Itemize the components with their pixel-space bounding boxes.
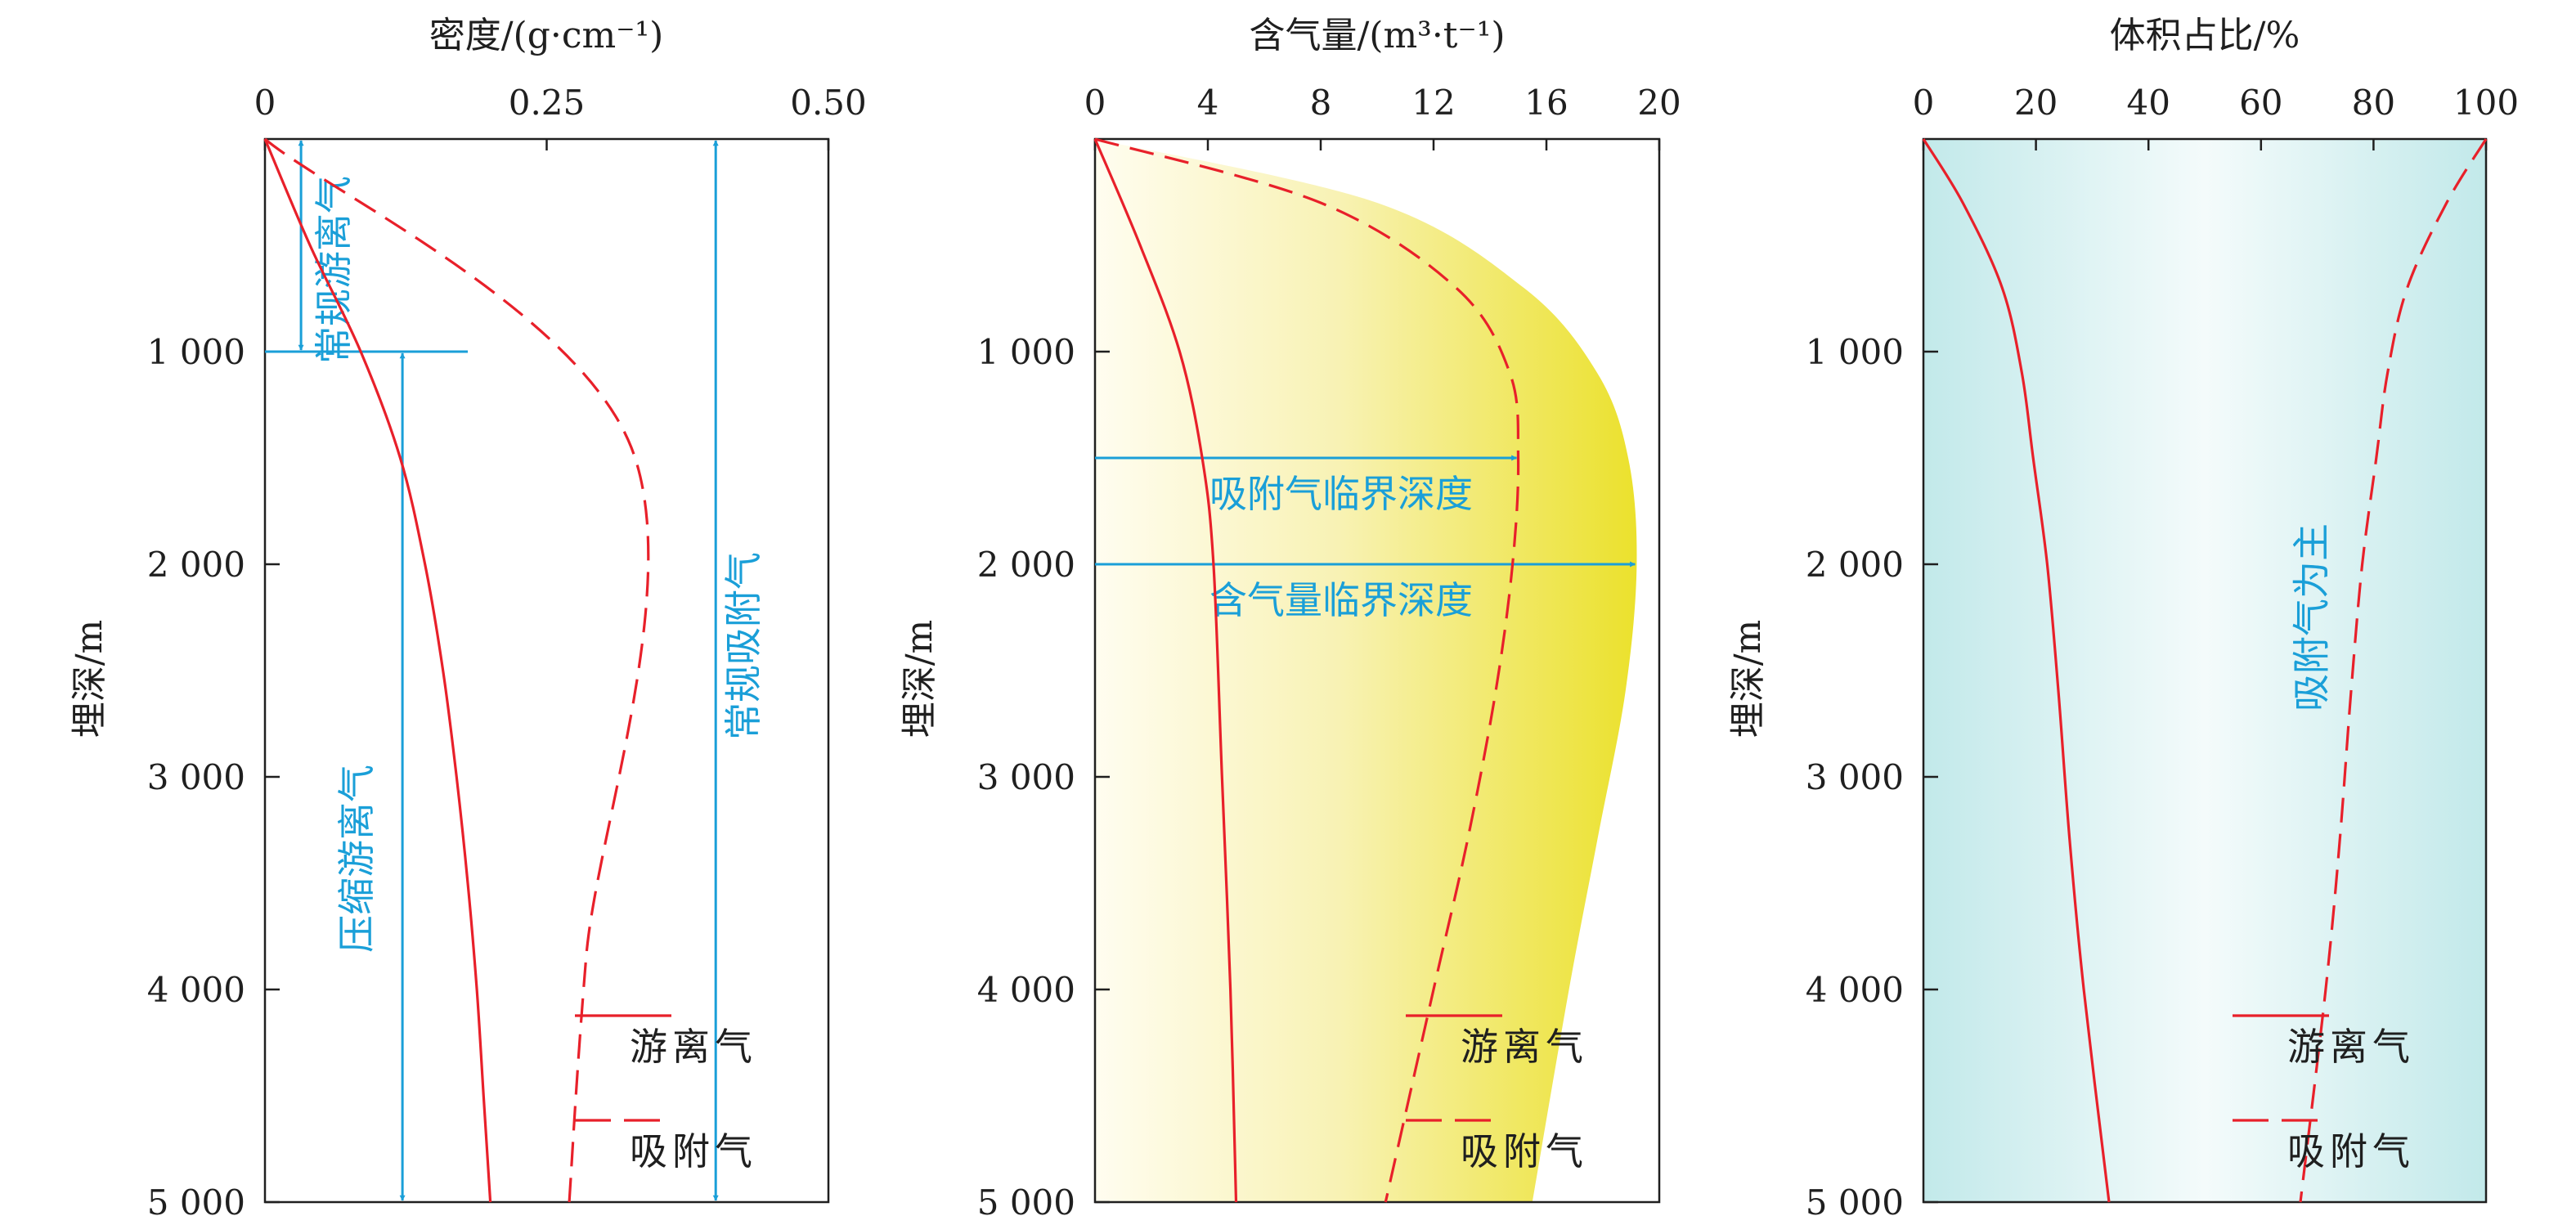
y-tick-label: 1 000	[1806, 332, 1904, 372]
x-tick-label: 0.50	[790, 83, 867, 123]
annotation-label-0: 吸附气临界深度	[1209, 472, 1473, 516]
y-tick-label: 2 000	[977, 545, 1075, 585]
legend-label-free-gas: 游离气	[1461, 1025, 1588, 1069]
x-tick-label: 0	[1913, 83, 1935, 123]
y-tick-label: 3 000	[147, 757, 245, 797]
y-tick-label: 2 000	[1806, 545, 1904, 585]
y-tick-label: 5 000	[977, 1182, 1075, 1216]
x-tick-label: 4	[1197, 83, 1219, 123]
legend-label-adsorbed-gas: 吸附气	[1461, 1129, 1588, 1173]
y-axis-label: 埋深/m	[1727, 620, 1769, 738]
y-axis-label: 埋深/m	[899, 620, 940, 738]
legend-label-free-gas: 游离气	[630, 1025, 757, 1069]
x-tick-label: 100	[2453, 83, 2519, 123]
x-tick-label: 60	[2239, 83, 2282, 123]
y-tick-label: 2 000	[147, 545, 245, 585]
legend-label-free-gas: 游离气	[2287, 1025, 2415, 1069]
series-line-1	[263, 137, 650, 1203]
series-line-1	[2299, 138, 2488, 1203]
x-tick-label: 20	[2014, 83, 2058, 123]
chart-panel-3: 体积占比/% 0 20 40 60 80 100 1 000 2 000 3 000 4 000 5 …	[1727, 15, 2519, 1216]
chart-title: 含气量/(m³·t⁻¹)	[1249, 15, 1505, 56]
annotation-label-1: 含气量临界深度	[1209, 578, 1473, 622]
x-tick-label: 8	[1310, 83, 1332, 123]
x-tick-label: 80	[2352, 83, 2395, 123]
series-line-0	[1922, 138, 2111, 1203]
y-tick-label: 1 000	[147, 332, 245, 372]
x-tick-label: 0.25	[509, 83, 586, 123]
x-tick-label: 0	[1084, 83, 1106, 123]
annotation-label-1: 压缩游离气	[334, 765, 379, 953]
x-tick-label: 40	[2126, 83, 2170, 123]
y-tick-label: 5 000	[147, 1182, 245, 1216]
y-tick-label: 4 000	[147, 970, 245, 1010]
series-line-0	[1093, 138, 1238, 1203]
plot-frame	[1922, 137, 2488, 1204]
y-tick-label: 4 000	[1806, 970, 1904, 1010]
annotation-label-2: 常规吸附气	[721, 552, 765, 740]
series-line-0	[263, 138, 492, 1203]
legend-label-adsorbed-gas: 吸附气	[630, 1129, 757, 1173]
panels: 密度/(g·cm⁻¹) 0 0.25 0.50 1 000 2 000 3 000 4 000…	[69, 15, 2519, 1216]
y-tick-label: 5 000	[1806, 1182, 1904, 1216]
y-axis-label: 埋深/m	[69, 620, 110, 738]
x-tick-label: 0	[254, 83, 276, 123]
plot-frame	[1093, 137, 1661, 1204]
y-tick-label: 1 000	[977, 332, 1075, 372]
chart-title: 密度/(g·cm⁻¹)	[429, 15, 664, 56]
plot-background	[1923, 139, 2486, 1202]
chart-title: 体积占比/%	[2110, 15, 2300, 56]
x-tick-label: 16	[1524, 83, 1568, 123]
chart-panel-1: 密度/(g·cm⁻¹) 0 0.25 0.50 1 000 2 000 3 000 4 000…	[69, 15, 867, 1216]
series-area-2	[1095, 139, 1637, 1202]
y-tick-label: 4 000	[977, 970, 1075, 1010]
x-tick-label: 20	[1637, 83, 1681, 123]
annotation-label-0: 吸附气为主	[2290, 523, 2334, 711]
y-tick-label: 3 000	[977, 757, 1075, 797]
annotation-label-0: 常规游离气	[312, 176, 356, 364]
chart-panel-2: 含气量/(m³·t⁻¹) 0 4 8 12 16 20 1 000 2 000 3 000 4 00…	[899, 15, 1681, 1216]
x-tick-label: 12	[1411, 83, 1455, 123]
plot-background	[265, 139, 828, 1202]
y-tick-label: 3 000	[1806, 757, 1904, 797]
legend-label-adsorbed-gas: 吸附气	[2287, 1129, 2415, 1173]
